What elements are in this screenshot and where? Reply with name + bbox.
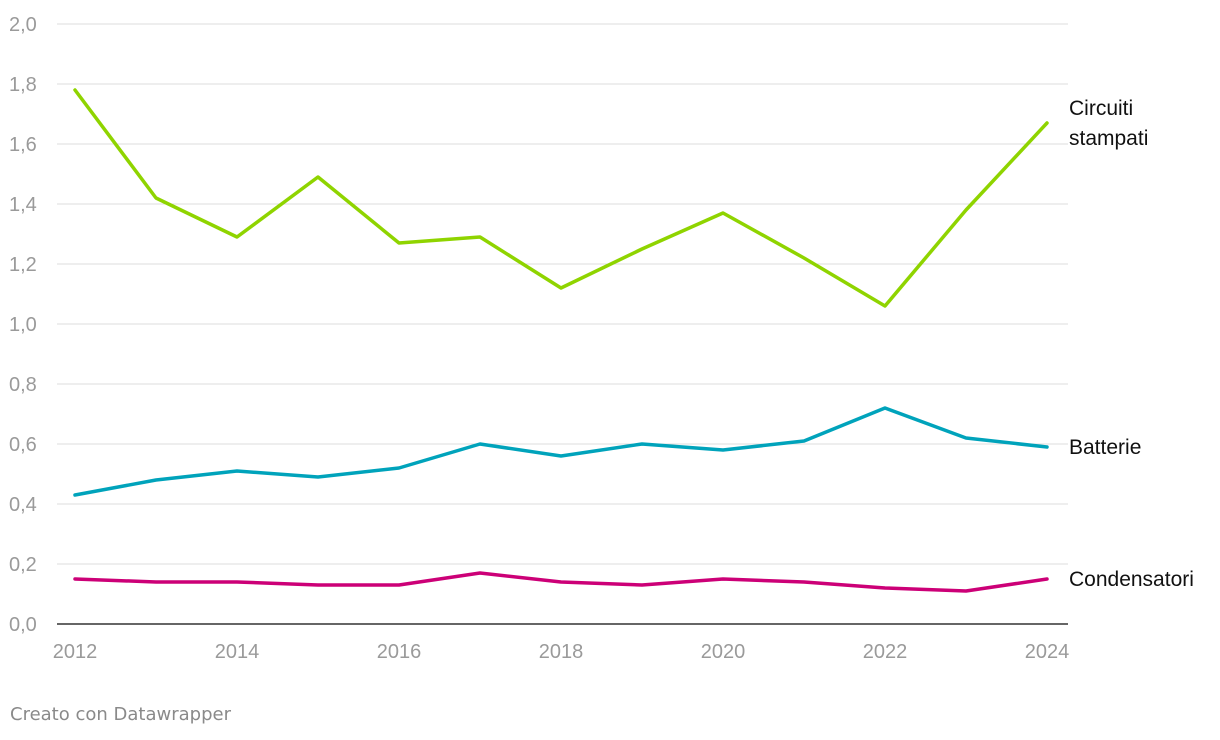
x-axis-ticks: 2012 2014 2016 2018 2020 2022 2024 (53, 641, 1070, 663)
series-labels: Circuiti stampati Batterie Condensatori (1069, 97, 1194, 591)
series-line (73, 571, 1049, 593)
line-chart: 0,00,20,40,60,81,01,21,41,61,82,0 2012 20… (9, 14, 1194, 663)
y-tick-label: 1,0 (9, 314, 37, 336)
y-tick-label: 0,6 (9, 434, 37, 456)
x-tick-label: 2018 (539, 641, 584, 663)
x-tick-label: 2020 (701, 641, 746, 663)
y-tick-label: 1,8 (9, 74, 37, 96)
series-line (73, 88, 1049, 308)
y-tick-label: 0,8 (9, 374, 37, 396)
y-tick-label: 0,0 (9, 614, 37, 636)
x-tick-label: 2024 (1025, 641, 1070, 663)
y-tick-label: 1,6 (9, 134, 37, 156)
series-label: Circuiti stampati (1069, 97, 1148, 150)
series-label: Batterie (1069, 436, 1141, 459)
y-tick-label: 1,4 (9, 194, 37, 216)
x-tick-label: 2016 (377, 641, 422, 663)
x-tick-label: 2012 (53, 641, 98, 663)
y-tick-label: 0,2 (9, 554, 37, 576)
grid-lines (57, 23, 1068, 625)
y-tick-label: 1,2 (9, 254, 37, 276)
y-tick-label: 0,4 (9, 494, 37, 516)
y-axis-ticks: 0,0 0,2 0,4 0,6 0,8 1,0 1,2 1,4 1,6 1,8 2,0 (9, 14, 37, 636)
series-label: Condensatori (1069, 568, 1194, 591)
y-tick-label: 2,0 (9, 14, 37, 36)
credit-text: Creato con Datawrapper (10, 704, 231, 725)
series-line (73, 406, 1049, 497)
x-tick-label: 2014 (215, 641, 260, 663)
series-lines (73, 88, 1049, 593)
x-tick-label: 2022 (863, 641, 908, 663)
